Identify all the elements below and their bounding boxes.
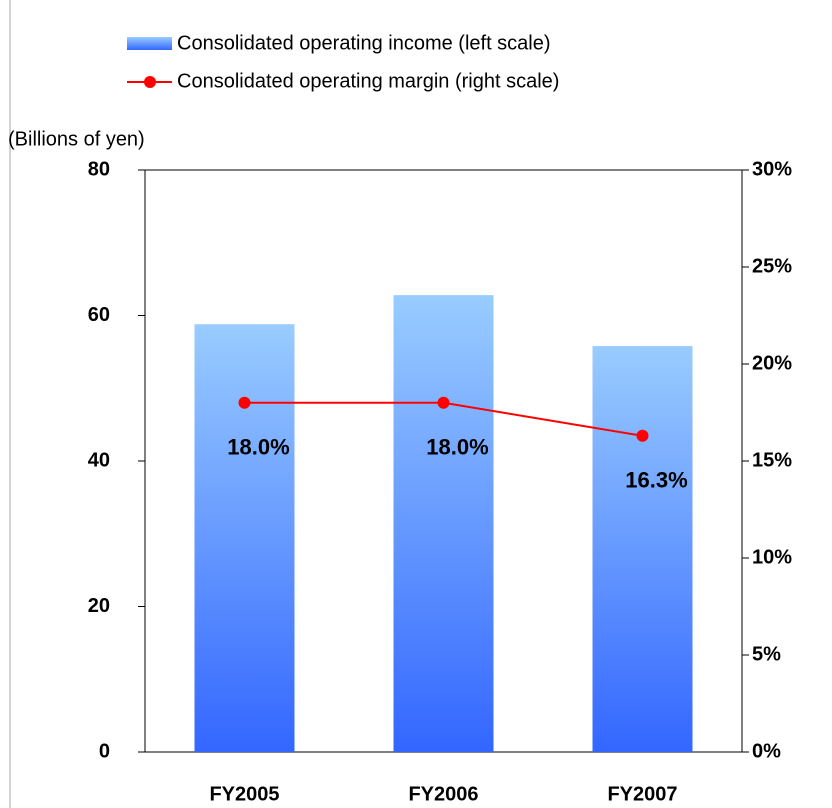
- margin-point: [437, 396, 450, 409]
- bar: [194, 324, 295, 752]
- x-tick-label: FY2006: [408, 783, 478, 805]
- x-tick-label: FY2007: [607, 783, 677, 805]
- data-label: 16.3%: [625, 468, 687, 493]
- bar: [592, 346, 693, 752]
- y-tick-label: 80: [88, 158, 110, 180]
- y2-tick-label: 20%: [752, 352, 792, 374]
- y2-tick-label: 10%: [752, 546, 792, 568]
- data-label: 18.0%: [227, 435, 289, 460]
- y2-tick-label: 5%: [752, 643, 781, 665]
- y2-tick-label: 30%: [752, 158, 792, 180]
- y-tick-label: 60: [88, 304, 110, 326]
- y-tick-label: 20: [88, 595, 110, 617]
- legend-swatch: [127, 37, 172, 50]
- margin-point: [238, 396, 251, 409]
- data-label: 18.0%: [426, 435, 488, 460]
- y-tick-label: 40: [88, 449, 110, 471]
- legend-label: Consolidated operating margin (right sca…: [177, 70, 559, 92]
- y-tick-label: 0: [99, 740, 110, 762]
- y2-tick-label: 0%: [752, 740, 781, 762]
- y2-tick-label: 15%: [752, 449, 792, 471]
- y2-tick-label: 25%: [752, 255, 792, 277]
- x-tick-label: FY2005: [209, 783, 279, 805]
- legend-marker: [144, 76, 156, 88]
- legend-label: Consolidated operating income (left scal…: [177, 32, 551, 54]
- bar: [393, 295, 494, 752]
- y-axis-label: (Billions of yen): [8, 128, 145, 150]
- margin-point: [636, 429, 649, 442]
